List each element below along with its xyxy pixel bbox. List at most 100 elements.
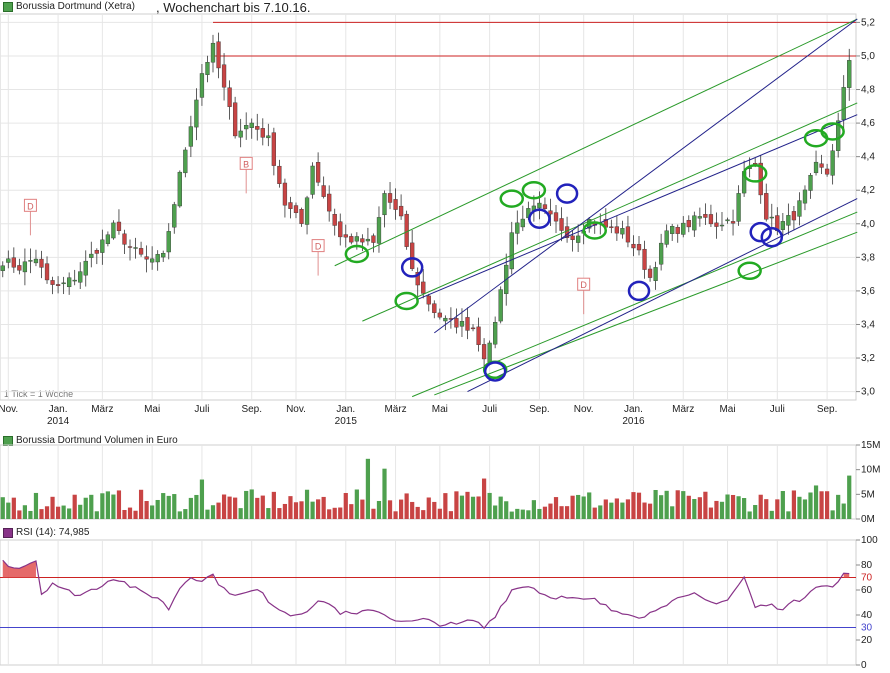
candle-up <box>61 282 66 285</box>
candle-down <box>559 218 564 231</box>
volume-bar <box>166 495 171 519</box>
volume-bar <box>454 491 459 519</box>
event-marker-box <box>577 277 591 291</box>
volume-bar <box>459 495 465 519</box>
candle-down <box>642 248 647 270</box>
volume-bar <box>493 505 498 519</box>
volume-bar <box>542 506 548 519</box>
highlight-ellipse-green <box>394 291 419 311</box>
subtitle-text: Wochenchart bis 7.10.16. <box>163 0 311 15</box>
event-marker-box <box>239 156 253 170</box>
volume-bar <box>780 491 785 519</box>
volume-bar <box>448 511 453 519</box>
candle-down <box>476 326 481 345</box>
candle-down <box>454 318 459 328</box>
rsi-title: RSI (14): 74,985 <box>16 527 90 538</box>
volume-bar <box>841 503 846 519</box>
trend-channel-blue <box>434 18 858 334</box>
volume-bar <box>221 494 227 519</box>
candle-up <box>493 322 498 345</box>
volume-bar <box>747 511 752 519</box>
candle-up <box>786 215 791 226</box>
candle-up <box>244 125 249 130</box>
year-label: 2016 <box>622 416 645 427</box>
volume-bar <box>636 492 642 519</box>
volume-ytick-label: 5M <box>861 489 875 500</box>
candle-up <box>365 238 371 242</box>
candle-down <box>437 312 442 318</box>
volume-bar <box>830 510 835 519</box>
volume-bar <box>105 491 110 519</box>
candle-down <box>138 248 144 255</box>
price-ytick-label: 3,0 <box>861 387 875 398</box>
candle-up <box>681 222 686 235</box>
candle-down <box>315 162 321 183</box>
volume-bar <box>625 499 631 519</box>
trend-channel-green <box>362 102 858 322</box>
candle-up <box>836 120 841 151</box>
volume-bar <box>277 508 282 519</box>
volume-bar <box>28 510 33 519</box>
candle-up <box>459 321 465 327</box>
price-ytick-label: 4,2 <box>861 185 875 196</box>
candle-down <box>144 256 149 260</box>
candle-down <box>122 233 127 245</box>
rsi-ytick-label: 0 <box>861 660 867 671</box>
candle-up <box>802 189 808 204</box>
candle-up <box>847 60 852 88</box>
price-ytick-label: 4,0 <box>861 219 875 230</box>
candle-up <box>664 230 669 245</box>
volume-bar <box>271 491 276 519</box>
price-ytick-label: 3,4 <box>861 319 875 330</box>
volume-bar <box>332 507 337 519</box>
volume-bar <box>509 511 514 519</box>
volume-bar <box>570 495 575 519</box>
candle-up <box>719 224 725 227</box>
volume-bar <box>354 489 359 519</box>
candle-up <box>382 193 387 216</box>
highlight-ellipse-green <box>820 122 845 141</box>
candle-down <box>293 205 299 213</box>
volume-bar <box>138 489 144 519</box>
candle-down <box>686 220 691 228</box>
candle-up <box>199 73 205 98</box>
volume-bar <box>39 509 44 519</box>
volume-bar <box>553 497 559 519</box>
xtick-label: Jan. <box>49 404 68 415</box>
volume-axis <box>856 444 860 520</box>
panel-frame <box>0 539 857 666</box>
rsi-panel-title: RSI (14): 74,985 <box>3 527 89 538</box>
volume-bar <box>647 503 653 519</box>
candle-up <box>841 87 846 120</box>
volume-bar <box>371 508 376 519</box>
volume-bar <box>233 497 238 519</box>
highlight-ellipse-blue <box>528 208 551 229</box>
highlight-ellipse-blue <box>483 361 507 382</box>
year-label: 2014 <box>47 416 70 427</box>
candle-up <box>537 202 542 209</box>
volume-bar <box>487 492 492 519</box>
candle-down <box>824 168 830 175</box>
volume-bar <box>581 496 586 519</box>
volume-bar <box>316 499 321 519</box>
candle-down <box>432 303 437 313</box>
rsi-ytick-label: 100 <box>861 535 878 546</box>
volume-bar <box>836 494 841 519</box>
volume-bar <box>0 497 5 519</box>
volume-bar <box>155 499 160 519</box>
xtick-label: März <box>672 404 694 415</box>
candle-up <box>133 247 138 249</box>
instrument-name: Borussia Dortmund (Xetra) <box>16 1 135 12</box>
volume-bar <box>764 499 769 519</box>
candle-down <box>216 41 221 69</box>
volume-bar <box>255 497 260 519</box>
volume-bar <box>72 494 77 519</box>
volume-bar <box>531 500 536 519</box>
volume-bar <box>299 501 304 519</box>
candle-down <box>625 226 631 243</box>
candle-up <box>89 253 94 258</box>
event-marker-label: B <box>243 159 249 169</box>
candle-down <box>465 317 470 331</box>
